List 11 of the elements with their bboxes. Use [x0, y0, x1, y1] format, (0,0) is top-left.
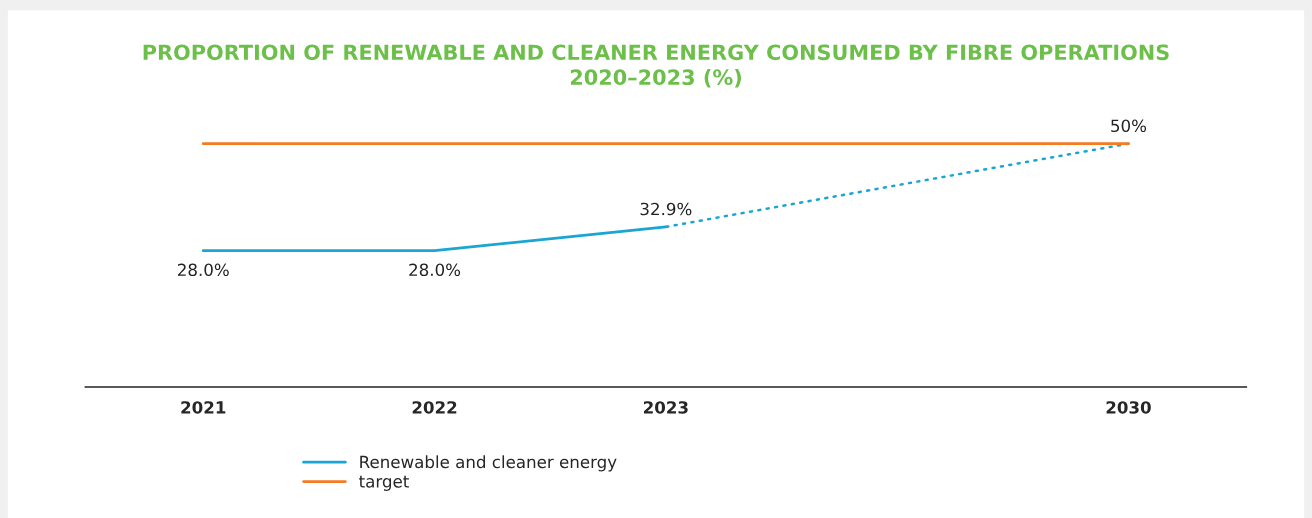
legend-label: Renewable and cleaner energy [360, 455, 617, 472]
x-tick-label: 2022 [412, 401, 457, 414]
data-label: 50% [1111, 119, 1147, 133]
x-tick-label: 2021 [181, 401, 226, 414]
legend-label: target [359, 475, 409, 491]
data-label: 28.0% [409, 263, 461, 277]
data-label: 28.0% [177, 263, 229, 277]
x-tick-label: 2030 [1106, 401, 1151, 414]
data-label: 32.9% [640, 202, 692, 216]
x-tick-label: 2023 [643, 401, 688, 414]
chart-title: PROPORTION OF RENEWABLE AND CLEANER ENERGY CONSUMED BY FIBRE OPERATIONS 2020–2023 (%) [143, 44, 1169, 88]
